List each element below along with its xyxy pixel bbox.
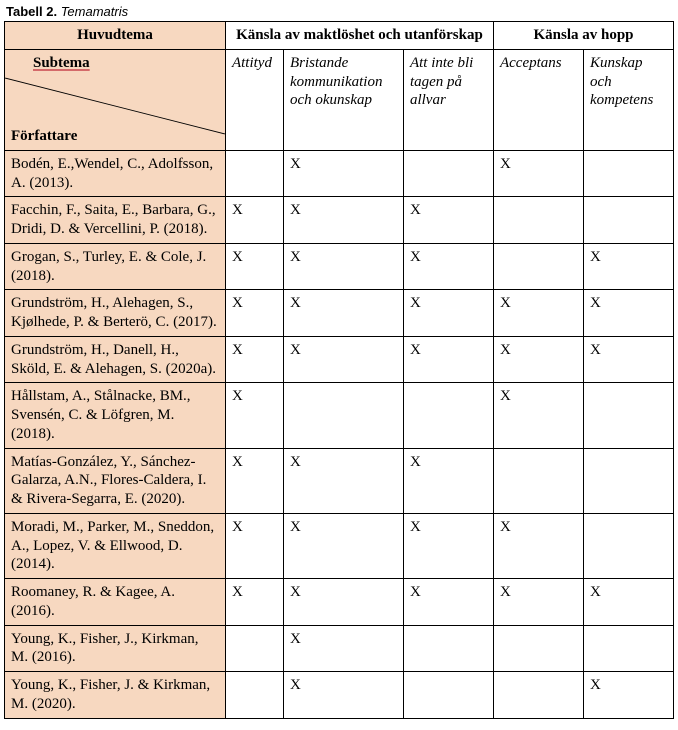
mark-cell-attityd: X: [225, 243, 283, 290]
mark-cell-attityd: X: [225, 290, 283, 337]
col-attityd: Attityd: [225, 49, 283, 150]
mark-cell-attinte: X: [403, 448, 493, 513]
mark-cell-acceptans: [493, 448, 583, 513]
mark-cell-attinte: X: [403, 243, 493, 290]
mark-cell-acceptans: X: [493, 513, 583, 578]
mark-cell-kunskap: X: [583, 579, 673, 626]
mark-cell-attinte: [403, 150, 493, 197]
mark-cell-acceptans: [493, 243, 583, 290]
mark-cell-kunskap: [583, 383, 673, 448]
mark-cell-bristande: X: [283, 150, 403, 197]
header-forfattare: Författare: [11, 127, 77, 146]
mark-cell-attinte: X: [403, 290, 493, 337]
mark-cell-kunskap: X: [583, 243, 673, 290]
mark-cell-kunskap: X: [583, 336, 673, 383]
table-row: Young, K., Fisher, J. & Kirkman, M. (202…: [5, 672, 674, 719]
header-diagonal-cell: Subtema Författare: [5, 49, 226, 150]
author-cell: Hållstam, A., Stålnacke, BM., Svensén, C…: [5, 383, 226, 448]
mark-cell-attityd: X: [225, 336, 283, 383]
author-cell: Grogan, S., Turley, E. & Cole, J. (2018)…: [5, 243, 226, 290]
table-row: Grundström, H., Alehagen, S., Kjølhede, …: [5, 290, 674, 337]
table-caption: Tabell 2. Temamatris: [6, 4, 674, 19]
mark-cell-bristande: X: [283, 448, 403, 513]
header-huvudtema: Huvudtema: [5, 22, 226, 50]
mark-cell-attinte: X: [403, 579, 493, 626]
author-cell: Matías-González, Y., Sánchez-Galarza, A.…: [5, 448, 226, 513]
mark-cell-bristande: X: [283, 625, 403, 672]
mark-cell-kunskap: X: [583, 672, 673, 719]
col-bristande: Bristande kommunikation och okunskap: [283, 49, 403, 150]
mark-cell-acceptans: X: [493, 150, 583, 197]
mark-cell-acceptans: [493, 672, 583, 719]
header-group-maktloshet: Känsla av maktlöshet och utanförskap: [225, 22, 493, 50]
mark-cell-acceptans: [493, 625, 583, 672]
mark-cell-attinte: [403, 383, 493, 448]
mark-cell-attityd: [225, 625, 283, 672]
col-attinte: Att inte bli tagen på allvar: [403, 49, 493, 150]
mark-cell-attityd: [225, 672, 283, 719]
mark-cell-acceptans: X: [493, 336, 583, 383]
mark-cell-attityd: X: [225, 513, 283, 578]
caption-label: Tabell 2.: [6, 4, 57, 19]
table-row: Grundström, H., Danell, H., Sköld, E. & …: [5, 336, 674, 383]
author-cell: Young, K., Fisher, J. & Kirkman, M. (202…: [5, 672, 226, 719]
mark-cell-acceptans: X: [493, 383, 583, 448]
mark-cell-attityd: [225, 150, 283, 197]
table-row: Grogan, S., Turley, E. & Cole, J. (2018)…: [5, 243, 674, 290]
mark-cell-kunskap: [583, 150, 673, 197]
author-cell: Facchin, F., Saita, E., Barbara, G., Dri…: [5, 197, 226, 244]
col-kunskap: Kunskap och kompetens: [583, 49, 673, 150]
mark-cell-attinte: X: [403, 336, 493, 383]
mark-cell-kunskap: [583, 625, 673, 672]
table-row: Matías-González, Y., Sánchez-Galarza, A.…: [5, 448, 674, 513]
table-row: Moradi, M., Parker, M., Sneddon, A., Lop…: [5, 513, 674, 578]
author-cell: Moradi, M., Parker, M., Sneddon, A., Lop…: [5, 513, 226, 578]
mark-cell-bristande: X: [283, 197, 403, 244]
mark-cell-bristande: X: [283, 672, 403, 719]
mark-cell-kunskap: X: [583, 290, 673, 337]
theme-matrix-table: Huvudtema Känsla av maktlöshet och utanf…: [4, 21, 674, 719]
author-cell: Roomaney, R. & Kagee, A. (2016).: [5, 579, 226, 626]
mark-cell-bristande: X: [283, 243, 403, 290]
header-group-hopp: Känsla av hopp: [493, 22, 673, 50]
mark-cell-acceptans: [493, 197, 583, 244]
mark-cell-bristande: [283, 383, 403, 448]
table-row: Roomaney, R. & Kagee, A. (2016).XXXXX: [5, 579, 674, 626]
mark-cell-attityd: X: [225, 579, 283, 626]
mark-cell-attityd: X: [225, 197, 283, 244]
table-row: Facchin, F., Saita, E., Barbara, G., Dri…: [5, 197, 674, 244]
mark-cell-bristande: X: [283, 513, 403, 578]
mark-cell-attinte: X: [403, 197, 493, 244]
author-cell: Young, K., Fisher, J., Kirkman, M. (2016…: [5, 625, 226, 672]
mark-cell-attityd: X: [225, 383, 283, 448]
header-subtema: Subtema: [33, 54, 90, 73]
col-acceptans: Acceptans: [493, 49, 583, 150]
mark-cell-attinte: [403, 625, 493, 672]
mark-cell-attinte: [403, 672, 493, 719]
mark-cell-bristande: X: [283, 290, 403, 337]
author-cell: Bodén, E.,Wendel, C., Adolfsson, A. (201…: [5, 150, 226, 197]
author-cell: Grundström, H., Danell, H., Sköld, E. & …: [5, 336, 226, 383]
mark-cell-acceptans: X: [493, 290, 583, 337]
table-row: Hållstam, A., Stålnacke, BM., Svensén, C…: [5, 383, 674, 448]
mark-cell-kunskap: [583, 448, 673, 513]
mark-cell-acceptans: X: [493, 579, 583, 626]
mark-cell-attinte: X: [403, 513, 493, 578]
mark-cell-kunskap: [583, 513, 673, 578]
author-cell: Grundström, H., Alehagen, S., Kjølhede, …: [5, 290, 226, 337]
mark-cell-kunskap: [583, 197, 673, 244]
table-row: Young, K., Fisher, J., Kirkman, M. (2016…: [5, 625, 674, 672]
table-row: Bodén, E.,Wendel, C., Adolfsson, A. (201…: [5, 150, 674, 197]
mark-cell-attityd: X: [225, 448, 283, 513]
mark-cell-bristande: X: [283, 579, 403, 626]
caption-title: Temamatris: [61, 4, 128, 19]
mark-cell-bristande: X: [283, 336, 403, 383]
